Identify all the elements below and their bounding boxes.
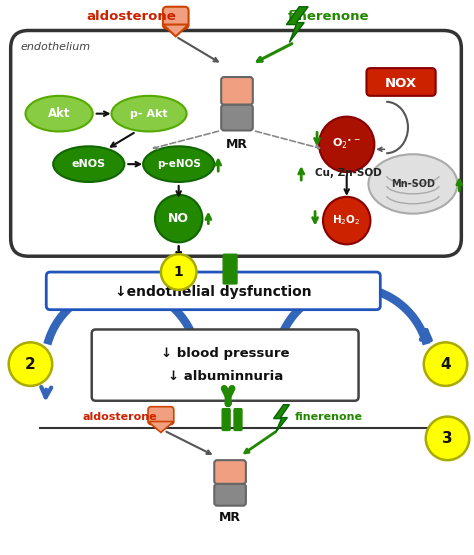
FancyBboxPatch shape [163, 7, 189, 28]
Circle shape [161, 254, 197, 290]
FancyBboxPatch shape [92, 330, 358, 401]
Text: Cu, Zn-SOD: Cu, Zn-SOD [315, 168, 382, 178]
Text: endothelium: endothelium [20, 42, 91, 52]
FancyBboxPatch shape [222, 408, 230, 431]
Ellipse shape [53, 147, 124, 182]
Text: MR: MR [219, 511, 241, 524]
Text: p- Akt: p- Akt [130, 109, 168, 119]
Polygon shape [286, 7, 308, 42]
Circle shape [323, 197, 370, 244]
Text: O$_2$$^{\bullet-}$: O$_2$$^{\bullet-}$ [332, 137, 361, 152]
Ellipse shape [368, 154, 457, 214]
Text: NO: NO [168, 212, 189, 225]
Text: ↓endothelial dysfunction: ↓endothelial dysfunction [115, 285, 311, 299]
FancyBboxPatch shape [214, 484, 246, 506]
Text: eNOS: eNOS [72, 159, 106, 169]
Polygon shape [163, 24, 189, 37]
FancyBboxPatch shape [234, 408, 242, 431]
Ellipse shape [143, 147, 214, 182]
Ellipse shape [111, 96, 187, 132]
FancyBboxPatch shape [221, 77, 253, 105]
FancyBboxPatch shape [148, 407, 174, 425]
Text: p-eNOS: p-eNOS [157, 159, 201, 169]
Text: MR: MR [226, 138, 248, 151]
Text: finerenone: finerenone [295, 412, 363, 422]
Polygon shape [148, 422, 174, 432]
Circle shape [9, 342, 52, 386]
Text: 4: 4 [440, 357, 451, 372]
FancyBboxPatch shape [11, 31, 461, 256]
Text: 3: 3 [442, 431, 453, 446]
Text: NOX: NOX [385, 78, 417, 90]
Text: finerenone: finerenone [288, 10, 370, 23]
Circle shape [426, 417, 469, 460]
FancyBboxPatch shape [366, 68, 436, 96]
FancyBboxPatch shape [214, 460, 246, 484]
FancyBboxPatch shape [46, 272, 380, 310]
Text: ↓ blood pressure: ↓ blood pressure [161, 347, 290, 360]
Text: aldosterone: aldosterone [82, 412, 157, 422]
Text: 2: 2 [25, 357, 36, 372]
FancyBboxPatch shape [223, 254, 237, 284]
Text: Mn-SOD: Mn-SOD [391, 179, 435, 189]
Circle shape [319, 117, 374, 172]
Circle shape [155, 195, 202, 243]
Ellipse shape [26, 96, 93, 132]
FancyBboxPatch shape [221, 105, 253, 130]
Polygon shape [273, 405, 290, 432]
Text: ↓ albuminnuria: ↓ albuminnuria [167, 371, 283, 384]
Text: H$_2$O$_2$: H$_2$O$_2$ [332, 214, 361, 228]
Text: aldosterone: aldosterone [86, 10, 176, 23]
Text: 1: 1 [174, 265, 183, 279]
Circle shape [424, 342, 467, 386]
Text: Akt: Akt [48, 107, 70, 120]
